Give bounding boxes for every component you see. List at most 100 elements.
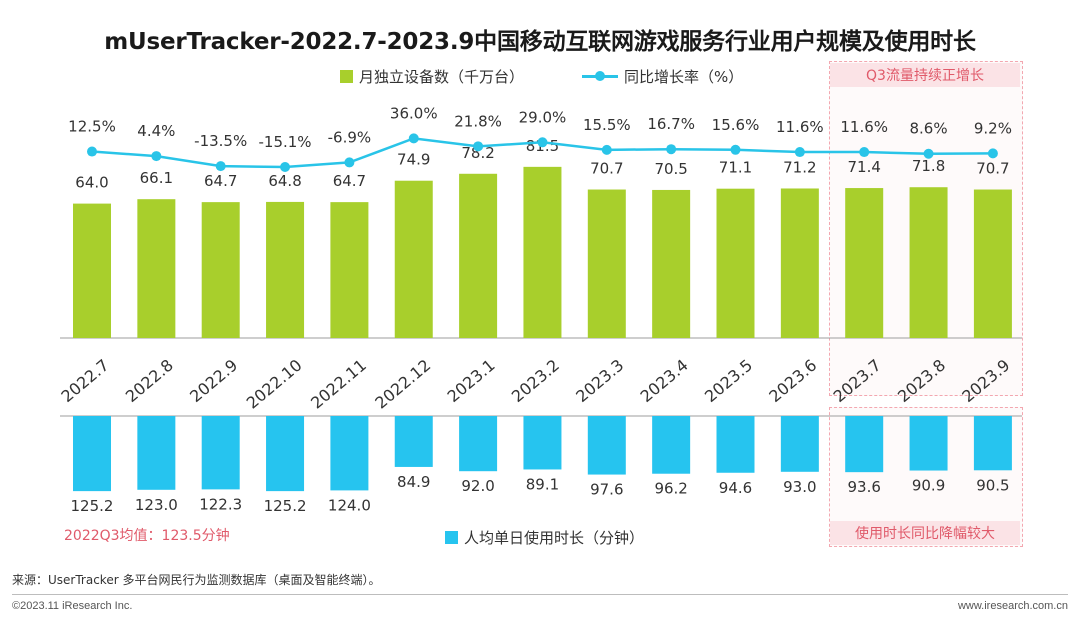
category-tick-label: 2023.2: [508, 356, 563, 407]
category-tick-label: 2023.6: [765, 356, 820, 407]
device-value-label: 71.2: [783, 158, 816, 176]
legend-devices-label: 月独立设备数（千万台）: [359, 68, 525, 86]
chart-title: mUserTracker-2022.7-2023.9中国移动互联网游戏服务行业用…: [104, 29, 976, 55]
device-value-label: 70.7: [976, 160, 1009, 178]
device-value-label: 78.2: [461, 144, 494, 162]
device-value-label: 64.7: [333, 172, 366, 190]
legend-duration-swatch: [445, 531, 458, 544]
device-value-label: 70.5: [654, 160, 687, 178]
growth-point: [344, 157, 355, 168]
device-bar: [459, 173, 498, 338]
growth-point: [280, 162, 291, 172]
device-bar: [137, 199, 176, 338]
device-bar: [394, 180, 433, 338]
growth-point: [794, 147, 805, 158]
footer-divider: [12, 594, 1068, 595]
growth-value-label: 16.7%: [647, 115, 695, 133]
device-bar: [909, 187, 948, 338]
duration-value-label: 97.6: [590, 481, 623, 499]
growth-value-label: -13.5%: [194, 132, 247, 150]
duration-bar: [137, 416, 176, 490]
duration-bar: [73, 416, 111, 492]
duration-value-label: 96.2: [654, 480, 687, 498]
growth-value-label: 36.0%: [390, 104, 438, 122]
growth-value-label: 15.6%: [712, 116, 760, 134]
category-tick-label: 2022.12: [371, 356, 434, 413]
growth-point: [923, 148, 934, 159]
device-bar: [780, 188, 819, 338]
growth-value-label: 8.6%: [909, 120, 947, 138]
growth-point: [730, 144, 741, 155]
growth-point: [473, 141, 484, 152]
duration-value-label: 90.5: [976, 476, 1009, 494]
duration-bar: [716, 416, 755, 473]
device-value-label: 71.4: [847, 158, 880, 176]
category-tick-label: 2023.5: [701, 356, 756, 407]
growth-point: [215, 161, 226, 172]
growth-point: [408, 133, 419, 144]
device-bar: [587, 189, 626, 338]
legend-bar-swatch: [340, 70, 353, 83]
category-tick-label: 2022.7: [57, 356, 112, 407]
device-bar: [652, 189, 691, 338]
growth-point: [601, 144, 612, 155]
duration-value-label: 92.0: [461, 477, 494, 495]
duration-value-label: 125.2: [264, 497, 307, 515]
growth-point: [151, 151, 162, 162]
device-value-label: 71.8: [912, 157, 945, 175]
duration-value-label: 94.6: [719, 479, 752, 497]
device-bar: [266, 201, 305, 338]
duration-bar: [780, 416, 819, 472]
category-tick-label: 2023.9: [958, 356, 1013, 407]
device-value-label: 66.1: [140, 169, 173, 187]
highlight-badge-top: Q3流量持续正增长: [830, 63, 1020, 87]
q3-average-note: 2022Q3均值：123.5分钟: [64, 528, 230, 544]
duration-bar: [652, 416, 691, 474]
device-value-label: 70.7: [590, 160, 623, 178]
growth-value-label: 11.6%: [776, 118, 824, 136]
legend-line-swatch: [582, 70, 618, 83]
legend-devices: 月独立设备数（千万台）: [340, 66, 524, 87]
category-tick-label: 2022.11: [307, 356, 370, 413]
device-value-label: 64.8: [268, 172, 301, 190]
copyright: ©2023.11 iResearch Inc.: [12, 600, 133, 612]
growth-value-label: 21.8%: [454, 112, 502, 130]
growth-value-label: -6.9%: [328, 128, 372, 146]
device-value-label: 74.9: [397, 151, 430, 169]
growth-value-label: 9.2%: [974, 119, 1012, 137]
growth-value-label: 15.5%: [583, 116, 631, 134]
growth-value-label: 12.5%: [68, 118, 116, 136]
duration-value-label: 125.2: [71, 497, 114, 515]
duration-value-label: 93.6: [847, 478, 880, 496]
growth-point: [859, 147, 870, 158]
highlight-badge-bottom: 使用时长同比降幅较大: [830, 521, 1020, 545]
device-bar: [845, 188, 884, 338]
duration-value-label: 123.0: [135, 496, 178, 514]
growth-value-label: 29.0%: [519, 108, 567, 126]
duration-bar: [845, 416, 884, 473]
source-note: 来源：UserTracker 多平台网民行为监测数据库（桌面及智能终端）。: [12, 573, 381, 587]
legend-growth: 同比增长率（%）: [582, 66, 743, 87]
duration-value-label: 84.9: [397, 473, 430, 491]
legend-growth-label: 同比增长率（%）: [624, 68, 744, 86]
category-tick-label: 2022.10: [243, 356, 306, 413]
legend-duration-label: 人均单日使用时长（分钟）: [464, 529, 645, 547]
growth-point: [537, 137, 548, 148]
duration-value-label: 90.9: [912, 477, 945, 495]
website: www.iresearch.com.cn: [957, 600, 1068, 612]
category-tick-label: 2023.1: [444, 356, 499, 407]
category-tick-label: 2022.9: [186, 356, 241, 407]
growth-value-label: 11.6%: [840, 118, 888, 136]
device-value-label: 71.1: [719, 159, 752, 177]
growth-point: [87, 146, 97, 157]
category-tick-label: 2023.4: [637, 356, 692, 407]
category-tick-label: 2023.3: [572, 356, 627, 407]
growth-point: [666, 144, 677, 155]
duration-bar: [909, 416, 948, 471]
duration-bar: [459, 416, 498, 472]
duration-bar: [394, 416, 433, 467]
legend-duration: 人均单日使用时长（分钟）: [445, 527, 644, 548]
category-tick-label: 2022.8: [122, 356, 177, 407]
duration-value-label: 93.0: [783, 478, 816, 496]
